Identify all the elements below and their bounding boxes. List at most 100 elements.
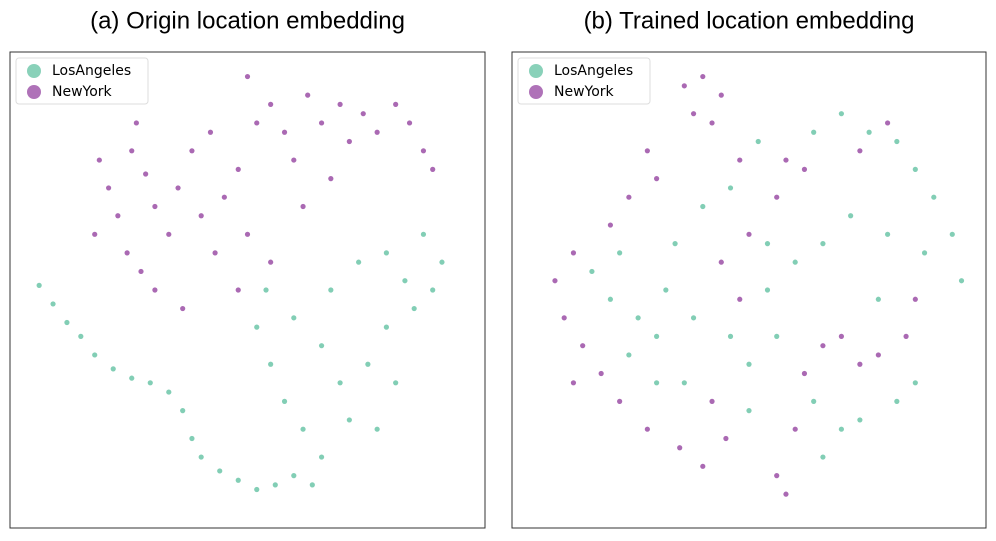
- point: [268, 259, 274, 265]
- point: [402, 278, 408, 284]
- point: [300, 203, 306, 210]
- point: [309, 482, 315, 488]
- point: [783, 491, 789, 497]
- point: [180, 408, 186, 414]
- point: [875, 296, 881, 302]
- point: [78, 333, 84, 339]
- point: [291, 315, 297, 321]
- point: [175, 185, 181, 191]
- point: [626, 352, 632, 358]
- legend-label: LosAngeles: [554, 63, 633, 79]
- legend-label: NewYork: [52, 84, 113, 100]
- legend-box: [517, 57, 651, 105]
- point: [374, 426, 380, 432]
- point: [820, 241, 826, 247]
- point: [281, 129, 288, 135]
- point: [690, 111, 697, 117]
- point: [931, 194, 937, 200]
- point: [129, 148, 135, 154]
- point: [727, 333, 734, 339]
- point: [764, 287, 771, 293]
- point: [663, 287, 669, 293]
- point: [124, 250, 130, 256]
- point: [912, 380, 918, 386]
- point: [318, 343, 325, 349]
- point: [894, 398, 900, 404]
- point: [235, 287, 241, 293]
- point: [820, 454, 826, 460]
- point: [152, 203, 158, 210]
- point: [383, 324, 389, 330]
- plot-frame: [511, 51, 987, 529]
- point: [949, 231, 955, 237]
- point: [764, 241, 771, 247]
- point: [115, 213, 121, 219]
- point: [885, 231, 891, 237]
- point: [737, 157, 743, 163]
- point: [626, 194, 632, 200]
- point: [152, 287, 158, 293]
- legend-label: NewYork: [554, 84, 615, 100]
- point: [783, 157, 789, 163]
- point: [700, 463, 706, 469]
- point: [393, 380, 399, 386]
- point: [598, 370, 604, 377]
- point: [848, 213, 854, 219]
- series-points: [589, 111, 965, 460]
- point: [346, 417, 352, 423]
- point: [356, 259, 362, 265]
- point: [746, 231, 752, 237]
- point: [838, 333, 845, 339]
- point: [570, 250, 577, 256]
- point: [866, 129, 872, 135]
- point: [198, 213, 204, 219]
- legend-label: LosAngeles: [52, 63, 131, 79]
- point: [318, 120, 325, 126]
- point: [654, 176, 660, 182]
- point: [254, 486, 260, 493]
- point: [857, 148, 863, 154]
- point: [607, 296, 614, 302]
- point: [912, 166, 918, 172]
- point: [801, 166, 808, 172]
- point: [143, 171, 149, 177]
- point: [792, 426, 798, 432]
- point: [305, 92, 311, 98]
- point: [383, 250, 389, 256]
- point: [281, 398, 288, 404]
- point: [96, 157, 102, 163]
- point: [110, 366, 116, 372]
- point: [365, 361, 371, 367]
- point: [235, 477, 241, 483]
- point: [681, 83, 687, 89]
- point: [166, 389, 172, 395]
- point: [570, 380, 577, 386]
- legend-marker: [529, 64, 543, 78]
- point: [727, 185, 734, 191]
- point: [166, 231, 172, 237]
- point: [801, 370, 808, 377]
- point: [857, 361, 863, 367]
- point: [958, 278, 965, 284]
- point: [420, 148, 427, 154]
- point: [552, 278, 558, 284]
- point: [346, 138, 352, 145]
- point: [64, 319, 70, 326]
- point: [912, 296, 918, 302]
- point: [207, 129, 214, 135]
- point: [718, 259, 724, 265]
- point: [268, 101, 274, 107]
- point: [921, 250, 928, 256]
- point: [677, 445, 683, 451]
- point: [291, 157, 297, 163]
- point: [838, 426, 845, 432]
- point: [820, 343, 826, 349]
- point: [894, 138, 900, 145]
- point: [50, 301, 56, 307]
- series-points: [92, 73, 436, 312]
- point: [589, 268, 595, 275]
- point: [617, 250, 623, 256]
- point: [737, 296, 743, 302]
- point: [430, 166, 436, 172]
